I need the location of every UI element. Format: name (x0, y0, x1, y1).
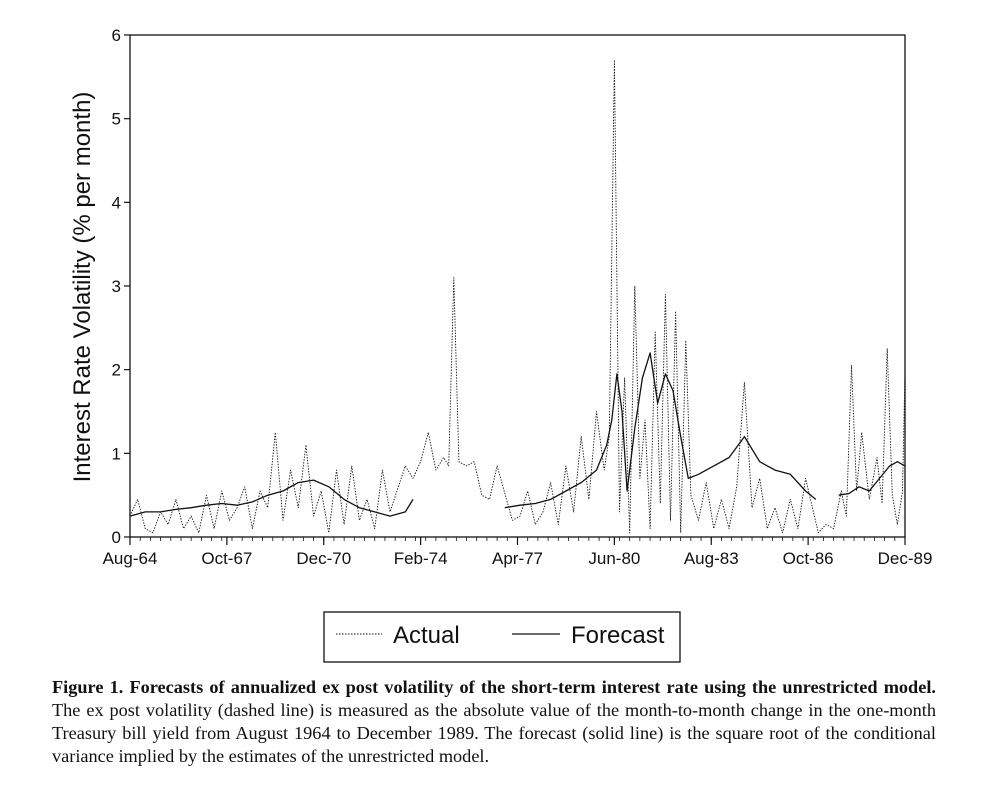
x-tick-label: Oct-67 (201, 549, 252, 568)
y-tick-label: 1 (112, 444, 121, 463)
x-tick-label: Aug-64 (103, 549, 158, 568)
series-forecast-line-2 (504, 352, 817, 509)
volatility-chart: 0 1 2 3 4 5 6 Aug-64 Oct-67 Dec-70 Feb-74 Apr-77 Jun… (69, 26, 933, 663)
y-tick-label: 0 (112, 528, 121, 547)
y-tick-label: 2 (112, 361, 121, 380)
series-forecast-line-1 (129, 479, 414, 517)
legend: Actual Forecast (323, 611, 681, 663)
x-tick-label: Apr-77 (492, 549, 543, 568)
x-tick-label: Dec-70 (296, 549, 351, 568)
figure-caption: Figure 1. Forecasts of annualized ex pos… (52, 676, 936, 768)
caption-body: The ex post volatility (dashed line) is … (52, 700, 936, 766)
y-tick-label: 4 (112, 193, 121, 212)
y-tick-label: 3 (112, 277, 121, 296)
series-forecast-line-3 (838, 461, 906, 496)
x-tick-label: Aug-83 (684, 549, 739, 568)
legend-forecast-label: Forecast (571, 622, 665, 649)
x-tick-label: Dec-89 (878, 549, 933, 568)
y-tick-label: 6 (112, 26, 121, 45)
x-tick-label: Oct-86 (783, 549, 834, 568)
y-axis-title: Interest Rate Volatility (% per month) (69, 92, 96, 483)
x-tick-label: Feb-74 (394, 549, 448, 568)
y-tick-label: 5 (112, 110, 121, 129)
legend-box (323, 611, 681, 663)
x-tick-label: Jun-80 (588, 549, 640, 568)
caption-title: Figure 1. Forecasts of annualized ex pos… (52, 677, 936, 697)
series-actual-line (129, 59, 906, 534)
plot-frame (129, 34, 906, 538)
legend-actual-label: Actual (393, 622, 460, 649)
